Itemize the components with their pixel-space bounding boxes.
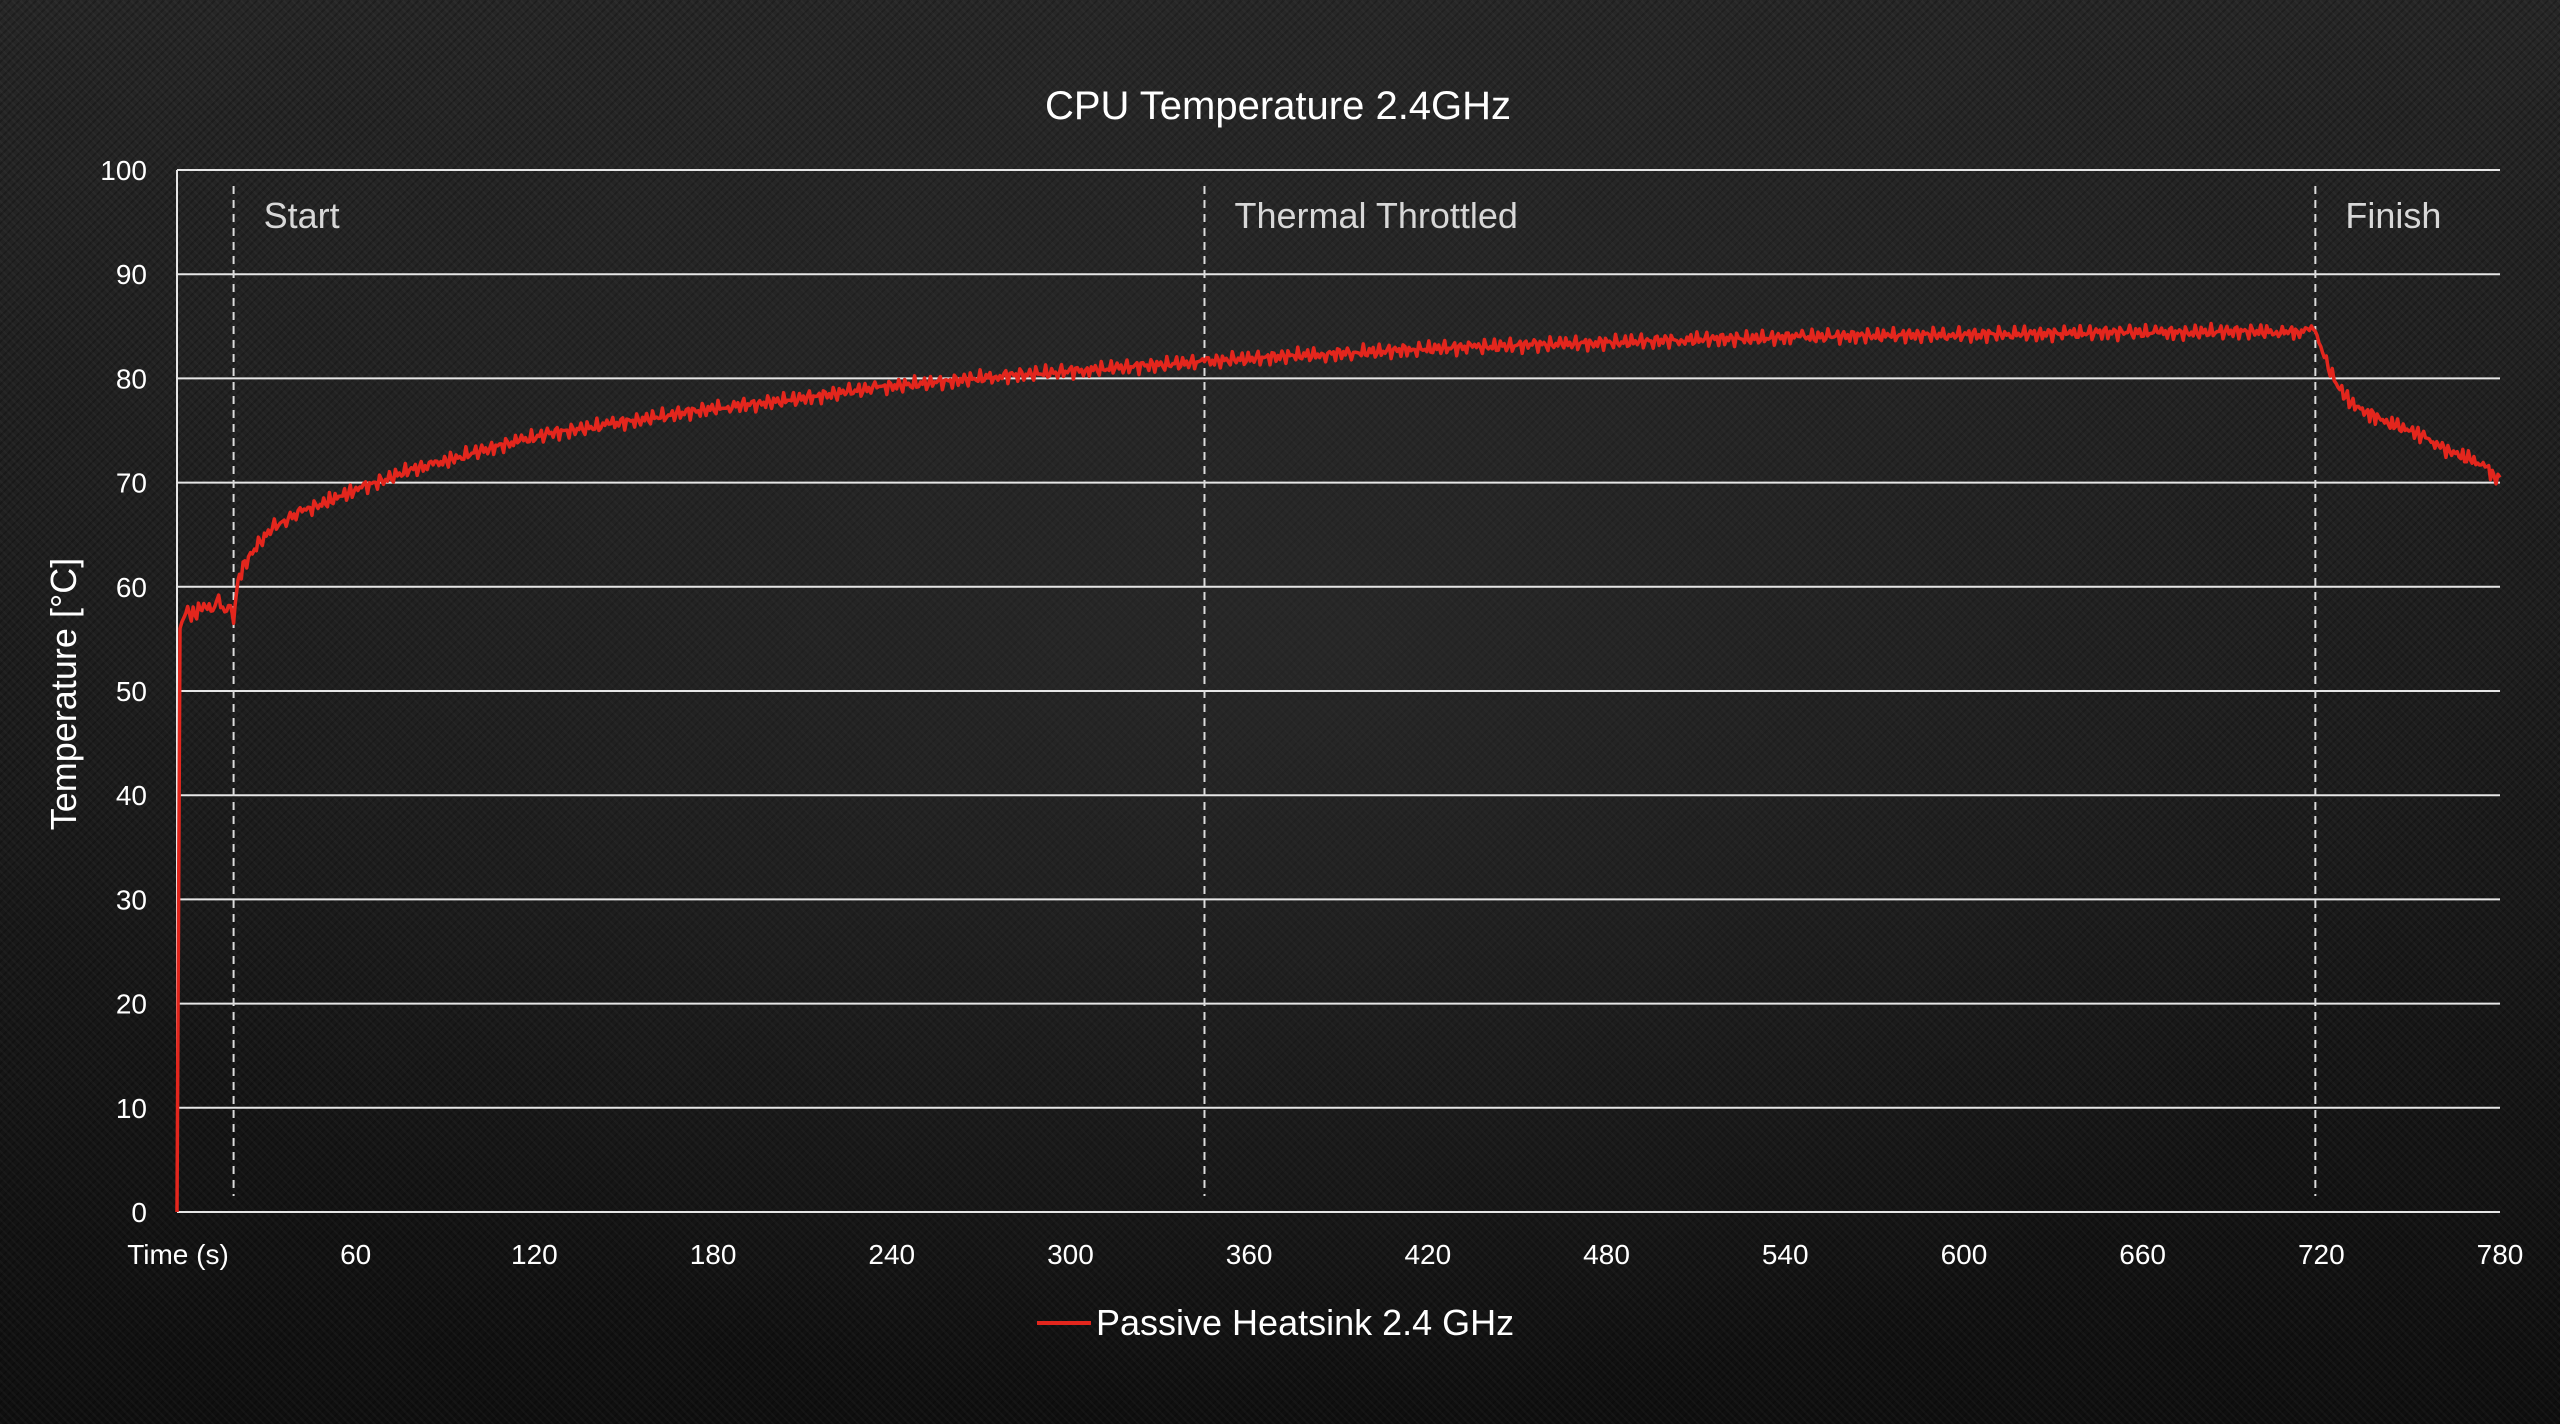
x-tick-label: 480 [1583, 1239, 1630, 1270]
x-tick-label: 660 [2119, 1239, 2166, 1270]
annotation-layer: Start Thermal Throttled Finish [232, 186, 2441, 1196]
x-tick-label: 240 [868, 1239, 915, 1270]
x-tick-label: 120 [511, 1239, 558, 1270]
y-tick-label: 30 [116, 884, 147, 915]
x-tick-label: 780 [2477, 1239, 2524, 1270]
x-tick-label: 360 [1226, 1239, 1273, 1270]
y-tick-label: 90 [116, 259, 147, 290]
x-tick-label: 720 [2298, 1239, 2345, 1270]
y-axis-label: Temperature [°C] [43, 558, 84, 831]
annotation-label: Start [264, 195, 340, 236]
x-tick-label: 540 [1762, 1239, 1809, 1270]
x-tick-layer: 60 120 180 240 300 360 420 480 540 600 660 720 780 [340, 1239, 2523, 1270]
x-axis-label: Time (s) [127, 1239, 229, 1270]
y-tick-label: 50 [116, 676, 147, 707]
series-layer [175, 321, 2502, 1213]
annotation-label: Thermal Throttled [1234, 195, 1517, 236]
y-tick-label: 70 [116, 468, 147, 499]
y-tick-label: 80 [116, 363, 147, 394]
x-tick-label: 420 [1404, 1239, 1451, 1270]
grid-layer [176, 169, 2500, 1213]
y-tick-label: 20 [116, 989, 147, 1020]
y-tick-label: 0 [131, 1197, 147, 1228]
y-tick-layer: 0 10 20 30 40 50 60 70 80 90 100 [100, 155, 147, 1228]
x-tick-label: 180 [690, 1239, 737, 1270]
x-tick-label: 60 [340, 1239, 371, 1270]
y-tick-label: 100 [100, 155, 147, 186]
y-tick-label: 60 [116, 572, 147, 603]
legend: Passive Heatsink 2.4 GHz [1037, 1302, 1514, 1343]
y-tick-label: 40 [116, 780, 147, 811]
series-line [175, 321, 2502, 1213]
x-tick-label: 600 [1941, 1239, 1988, 1270]
legend-label: Passive Heatsink 2.4 GHz [1096, 1302, 1514, 1343]
chart-title: CPU Temperature 2.4GHz [1045, 84, 1511, 128]
y-tick-label: 10 [116, 1093, 147, 1124]
annotation-label: Finish [2345, 195, 2441, 236]
x-tick-label: 300 [1047, 1239, 1094, 1270]
